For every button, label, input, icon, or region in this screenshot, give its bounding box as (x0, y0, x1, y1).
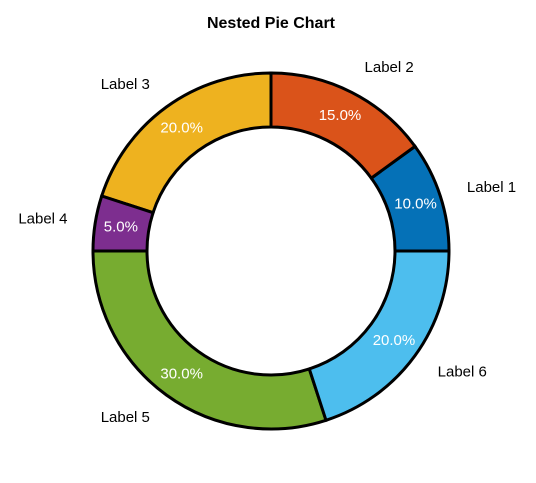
slice-label-3 (99, 71, 273, 215)
slice-label-5 (91, 249, 328, 431)
percent-label-label-1: 10.0% (394, 196, 437, 213)
category-label-label-6: Label 6 (438, 364, 487, 381)
slice-label-6 (307, 249, 451, 423)
slice-label-2 (269, 71, 418, 181)
category-label-label-5: Label 5 (101, 409, 150, 426)
percent-label-label-2: 15.0% (319, 107, 362, 124)
percent-label-label-6: 20.0% (373, 332, 416, 349)
percent-label-label-4: 5.0% (104, 219, 138, 236)
chart-title: Nested Pie Chart (207, 15, 336, 32)
category-label-label-3: Label 3 (101, 76, 150, 93)
category-label-label-2: Label 2 (365, 59, 414, 76)
percent-labels-layer: 10.0% 15.0% 20.0% 5.0% 30.0% 20.0% (104, 107, 437, 382)
category-label-label-1: Label 1 (467, 179, 516, 196)
percent-label-label-5: 30.0% (160, 365, 203, 382)
percent-label-label-3: 20.0% (160, 120, 203, 137)
category-labels-layer: Label 1 Label 2 Label 3 Label 4 Label 5 Label… (18, 59, 516, 426)
slices-layer (91, 71, 451, 431)
category-label-label-4: Label 4 (18, 210, 67, 227)
